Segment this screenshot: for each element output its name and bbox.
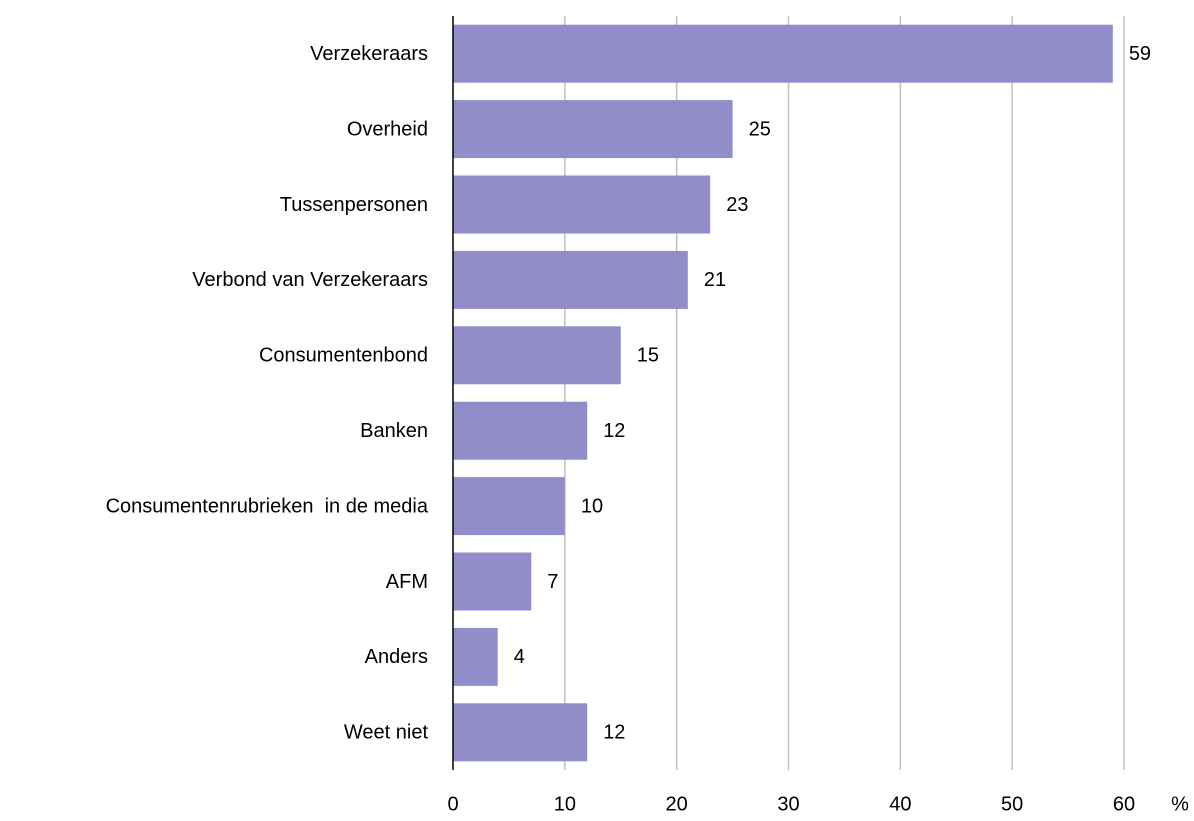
value-label: 59 (1129, 43, 1151, 65)
bar (453, 250, 688, 309)
value-label: 10 (581, 495, 603, 517)
bar (453, 703, 588, 762)
x-tick-label: 10 (554, 793, 576, 815)
x-axis-unit: % (1171, 793, 1189, 815)
x-tick-label: 30 (777, 793, 799, 815)
value-label: 15 (637, 345, 659, 367)
y-tick-label: Verzekeraars (310, 43, 428, 65)
bar (453, 24, 1113, 83)
y-tick-label: Weet niet (344, 722, 429, 744)
y-tick-label: Consumentenrubrieken in de media (106, 495, 429, 517)
x-tick-label: 0 (447, 793, 458, 815)
y-tick-label: Banken (360, 420, 428, 442)
value-label: 12 (603, 722, 625, 744)
y-tick-label: Consumentenbond (259, 345, 428, 367)
bar (453, 552, 532, 611)
bar (453, 100, 733, 159)
value-label: 21 (704, 269, 726, 291)
bar (453, 477, 565, 536)
bar (453, 627, 498, 686)
y-tick-label: Tussenpersonen (280, 194, 428, 216)
value-label: 25 (749, 118, 771, 140)
bar (453, 175, 711, 234)
value-label: 4 (514, 646, 525, 668)
x-tick-label: 60 (1113, 793, 1135, 815)
value-label: 23 (726, 194, 748, 216)
value-label: 12 (603, 420, 625, 442)
y-tick-label: Anders (365, 646, 428, 668)
value-label: 7 (547, 571, 558, 593)
y-tick-label: AFM (386, 571, 428, 593)
x-tick-label: 50 (1001, 793, 1023, 815)
bar (453, 401, 588, 460)
y-tick-label: Verbond van Verzekeraars (192, 269, 428, 291)
y-tick-label: Overheid (347, 118, 428, 140)
bar (453, 326, 621, 385)
x-tick-label: 40 (889, 793, 911, 815)
x-tick-label: 20 (666, 793, 688, 815)
